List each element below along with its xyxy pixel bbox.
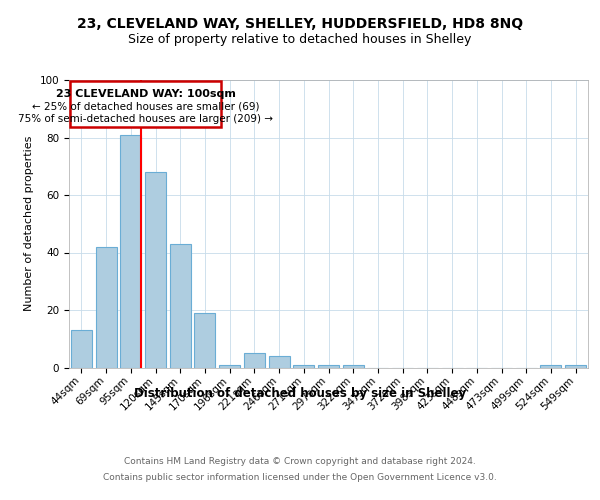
Bar (565, 364, 586, 368)
Bar (219, 364, 240, 368)
Text: 23, CLEVELAND WAY, SHELLEY, HUDDERSFIELD, HD8 8NQ: 23, CLEVELAND WAY, SHELLEY, HUDDERSFIELD… (77, 18, 523, 32)
Text: ← 25% of detached houses are smaller (69): ← 25% of detached houses are smaller (69… (32, 102, 259, 112)
Text: Contains public sector information licensed under the Open Government Licence v3: Contains public sector information licen… (103, 472, 497, 482)
Bar (120, 134, 141, 368)
Text: Contains HM Land Registry data © Crown copyright and database right 2024.: Contains HM Land Registry data © Crown c… (124, 458, 476, 466)
Bar (343, 364, 364, 368)
Text: 23 CLEVELAND WAY: 100sqm: 23 CLEVELAND WAY: 100sqm (56, 88, 236, 99)
Bar (293, 364, 314, 368)
Bar (194, 313, 215, 368)
Text: Size of property relative to detached houses in Shelley: Size of property relative to detached ho… (128, 32, 472, 46)
Y-axis label: Number of detached properties: Number of detached properties (24, 136, 34, 312)
Bar (269, 356, 290, 368)
Text: Distribution of detached houses by size in Shelley: Distribution of detached houses by size … (134, 388, 466, 400)
Bar (541, 364, 562, 368)
Bar (145, 172, 166, 368)
Text: 75% of semi-detached houses are larger (209) →: 75% of semi-detached houses are larger (… (18, 114, 273, 124)
Bar (244, 353, 265, 368)
Bar (318, 364, 339, 368)
Bar (70, 82, 221, 128)
Bar (170, 244, 191, 368)
Bar (95, 246, 116, 368)
Bar (71, 330, 92, 368)
